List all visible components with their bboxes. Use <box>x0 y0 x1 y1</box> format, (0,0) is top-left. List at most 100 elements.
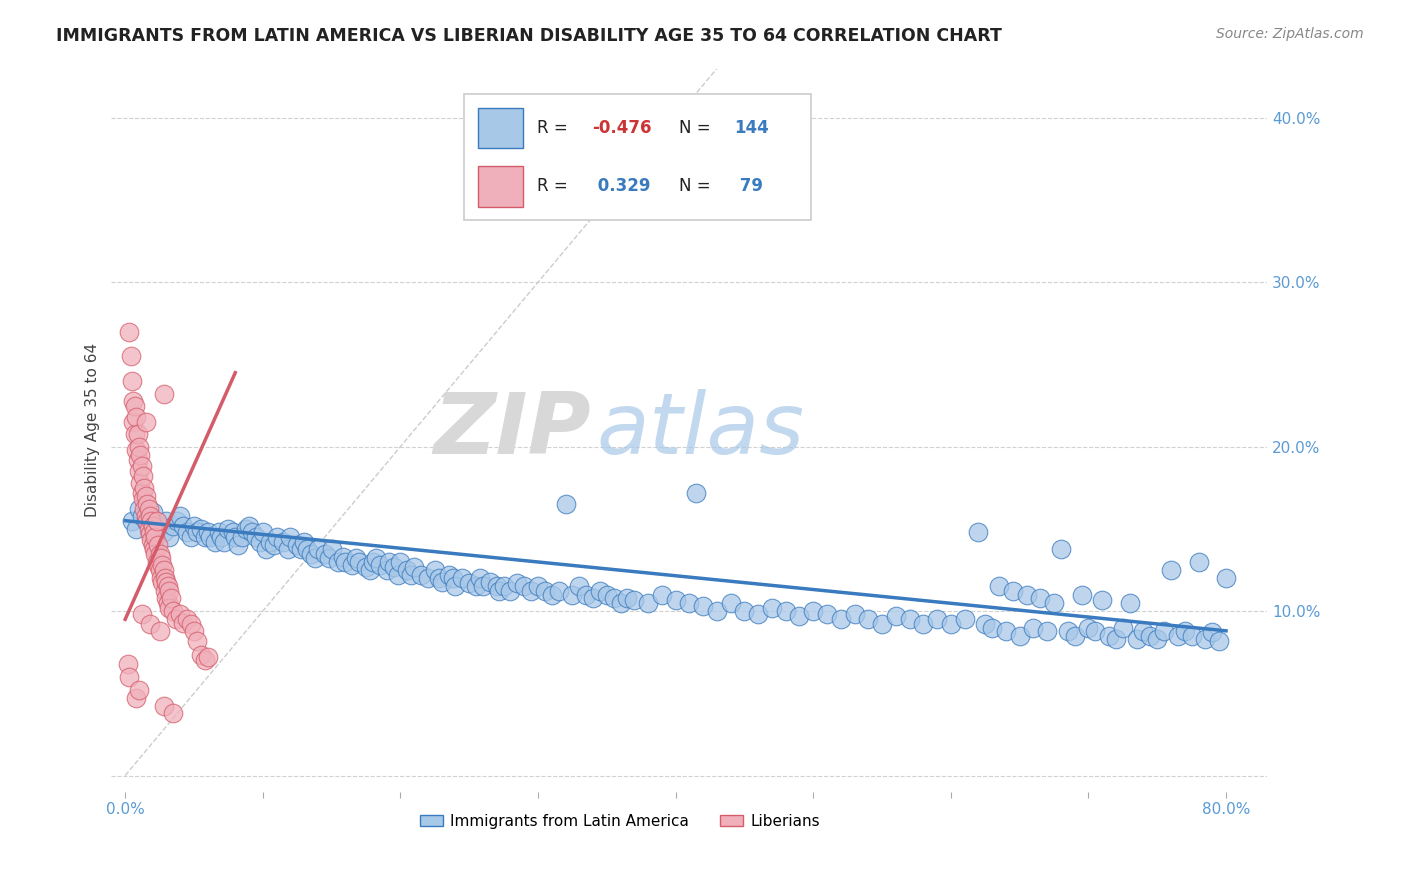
Point <box>176 525 198 540</box>
Point <box>245 530 267 544</box>
Point <box>134 481 156 495</box>
Point <box>451 571 474 585</box>
Point <box>1194 632 1216 646</box>
Point <box>226 538 249 552</box>
Point <box>172 615 194 630</box>
Point <box>304 551 326 566</box>
Point <box>238 518 260 533</box>
Point <box>527 579 550 593</box>
Point <box>135 514 157 528</box>
Point <box>131 485 153 500</box>
Point <box>332 549 354 564</box>
Point <box>231 530 253 544</box>
Point <box>815 607 838 622</box>
Point <box>561 588 583 602</box>
Point <box>974 617 997 632</box>
Point <box>183 624 205 638</box>
Point <box>290 541 312 556</box>
Point <box>1132 624 1154 638</box>
Point <box>152 525 174 540</box>
Point <box>830 612 852 626</box>
Point <box>194 653 217 667</box>
Point <box>150 574 173 589</box>
Point <box>471 579 494 593</box>
Point <box>122 393 145 408</box>
Point <box>387 568 409 582</box>
Point <box>801 604 824 618</box>
Point <box>499 584 522 599</box>
Point <box>437 568 460 582</box>
Point <box>361 555 384 569</box>
Point <box>159 591 181 605</box>
Point <box>1022 621 1045 635</box>
Point <box>898 612 921 626</box>
Point <box>314 547 336 561</box>
Point <box>616 591 638 605</box>
Point <box>1112 621 1135 635</box>
Point <box>534 584 557 599</box>
Point <box>988 579 1011 593</box>
Point <box>128 502 150 516</box>
Point <box>328 555 350 569</box>
Point <box>180 617 202 632</box>
Point <box>939 617 962 632</box>
Point <box>342 558 364 572</box>
Point <box>1215 571 1237 585</box>
Point <box>148 563 170 577</box>
Point <box>139 508 162 523</box>
Point <box>1070 588 1092 602</box>
Point <box>1001 584 1024 599</box>
Point <box>125 410 148 425</box>
Point <box>1063 629 1085 643</box>
Point <box>278 530 301 544</box>
Point <box>292 535 315 549</box>
Point <box>132 469 155 483</box>
Point <box>1167 629 1189 643</box>
Point <box>148 538 170 552</box>
Point <box>252 525 274 540</box>
Point <box>180 530 202 544</box>
Point <box>169 607 191 622</box>
Point <box>221 525 243 540</box>
Text: Source: ZipAtlas.com: Source: ZipAtlas.com <box>1216 27 1364 41</box>
Point <box>145 530 167 544</box>
Point <box>136 497 159 511</box>
Text: atlas: atlas <box>598 389 804 472</box>
Point <box>131 508 153 523</box>
Point <box>254 541 277 556</box>
Point <box>120 349 142 363</box>
Point <box>186 633 208 648</box>
Point <box>401 568 423 582</box>
Point <box>157 530 180 544</box>
Point <box>165 612 187 626</box>
Point <box>589 584 612 599</box>
Point <box>354 559 377 574</box>
Point <box>148 558 170 572</box>
Point <box>127 453 149 467</box>
Point <box>441 571 464 585</box>
Point <box>761 600 783 615</box>
Point <box>190 522 212 536</box>
Point <box>143 525 166 540</box>
Point <box>623 592 645 607</box>
Point <box>520 584 543 599</box>
Point <box>156 579 179 593</box>
Point <box>299 547 322 561</box>
Point <box>166 514 188 528</box>
Point <box>124 426 146 441</box>
Point <box>142 505 165 519</box>
Point <box>217 522 239 536</box>
Point <box>389 555 412 569</box>
Point <box>444 579 467 593</box>
Point <box>136 514 159 528</box>
Point <box>478 574 501 589</box>
Point <box>344 551 367 566</box>
Point <box>458 576 481 591</box>
Point <box>706 604 728 618</box>
Point <box>273 535 295 549</box>
Point <box>149 571 172 585</box>
Point <box>1091 592 1114 607</box>
Point <box>382 559 405 574</box>
Point <box>142 538 165 552</box>
Point <box>733 604 755 618</box>
